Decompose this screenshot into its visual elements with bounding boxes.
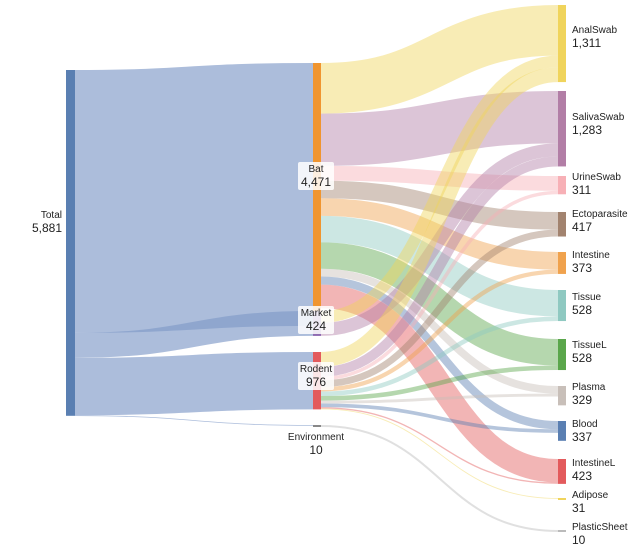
- node-label-adipose-name: Adipose: [572, 490, 609, 501]
- node-label-bat-name: Bat: [308, 164, 323, 175]
- node-label-total-value: 5,881: [32, 221, 62, 235]
- node-ectoparasite: [558, 212, 566, 237]
- node-label-market-value: 424: [306, 319, 326, 333]
- link-rodent-tissue: [320, 316, 559, 397]
- node-adipose: [558, 498, 566, 500]
- node-intestine: [558, 252, 566, 274]
- node-label-total-name: Total: [41, 210, 62, 221]
- node-label-salivaswab-value: 1,283: [572, 123, 602, 137]
- link-rodent-intestine: [320, 269, 559, 392]
- node-label-blood-value: 337: [572, 430, 592, 444]
- link-market-analswab: [320, 55, 559, 323]
- sankey-links: [74, 5, 559, 532]
- node-blood: [558, 421, 566, 441]
- link-total-rodent: [74, 351, 314, 416]
- link-rodent-tissuel: [320, 365, 559, 401]
- node-bat: [313, 63, 321, 326]
- node-plasma: [558, 386, 566, 406]
- link-bat-intestine: [320, 198, 559, 270]
- node-label-tissue-value: 528: [572, 303, 592, 317]
- node-salivaswab: [558, 91, 566, 167]
- node-label-intestinel-value: 423: [572, 469, 592, 483]
- node-label-box-bat: [298, 162, 334, 190]
- node-label-adipose-value: 31: [572, 501, 586, 515]
- node-analswab: [558, 5, 566, 83]
- node-label-ectoparasite-name: Ectoparasite: [572, 209, 628, 220]
- link-total-bat: [74, 62, 314, 333]
- node-label-plasma-name: Plasma: [572, 382, 606, 393]
- node-label-tissuel-name: TissueL: [572, 340, 607, 351]
- link-rodent-salivaswab: [320, 156, 559, 377]
- link-bat-blood: [320, 276, 559, 430]
- node-label-intestine-name: Intestine: [572, 250, 610, 261]
- node-label-bat-value: 4,471: [301, 175, 331, 189]
- node-total: [66, 70, 75, 416]
- link-bat-urineswab: [320, 165, 559, 191]
- link-bat-tissue: [320, 215, 559, 317]
- node-label-tissuel-value: 528: [572, 351, 592, 365]
- node-label-plasma-value: 329: [572, 393, 592, 407]
- node-plasticsheet: [558, 530, 566, 532]
- node-label-environment-name: Environment: [288, 432, 344, 443]
- node-tissue: [558, 290, 566, 322]
- node-label-urineswab-value: 311: [572, 183, 591, 197]
- node-label-plasticsheet-value: 10: [572, 533, 586, 547]
- link-bat-salivaswab: [320, 91, 559, 166]
- node-urineswab: [558, 176, 566, 195]
- node-label-analswab-name: AnalSwab: [572, 25, 617, 36]
- link-environment-plasticsheet: [320, 425, 559, 532]
- link-bat-plasma: [320, 268, 559, 394]
- link-bat-analswab: [320, 5, 559, 114]
- node-label-rodent-name: Rodent: [300, 364, 332, 375]
- node-label-environment-value: 10: [309, 443, 323, 457]
- node-label-intestine-value: 373: [572, 261, 592, 275]
- node-intestinel: [558, 459, 566, 484]
- link-rodent-urineswab: [320, 190, 559, 381]
- node-tissuel: [558, 339, 566, 371]
- node-label-tissue-name: Tissue: [572, 292, 602, 303]
- node-label-market-name: Market: [301, 308, 332, 319]
- node-label-box-market: [298, 306, 334, 334]
- link-rodent-plasma: [320, 393, 559, 404]
- node-label-analswab-value: 1,311: [572, 36, 601, 50]
- node-label-intestinel-name: IntestineL: [572, 458, 616, 469]
- link-market-salivaswab: [320, 143, 559, 336]
- link-rodent-adipose: [320, 408, 559, 499]
- node-label-rodent-value: 976: [306, 375, 326, 389]
- node-environment: [313, 425, 321, 427]
- node-label-box-environment: [287, 430, 345, 458]
- link-bat-tissuel: [320, 242, 559, 366]
- link-bat-ectoparasite: [320, 180, 559, 230]
- node-label-urineswab-name: UrineSwab: [572, 172, 621, 183]
- link-rodent-analswab: [320, 67, 559, 367]
- node-label-ectoparasite-value: 417: [572, 220, 592, 234]
- node-label-plasticsheet-name: PlasticSheet: [572, 522, 628, 533]
- link-rodent-blood: [320, 403, 559, 433]
- link-total-environment: [74, 415, 314, 426]
- link-bat-intestinel: [320, 284, 559, 483]
- link-rodent-intestinel: [320, 407, 559, 484]
- link-rodent-ectoparasite: [320, 229, 559, 388]
- node-label-box-rodent: [298, 362, 334, 390]
- link-total-market: [74, 311, 314, 358]
- node-label-salivaswab-name: SalivaSwab: [572, 112, 625, 123]
- node-label-blood-name: Blood: [572, 419, 598, 430]
